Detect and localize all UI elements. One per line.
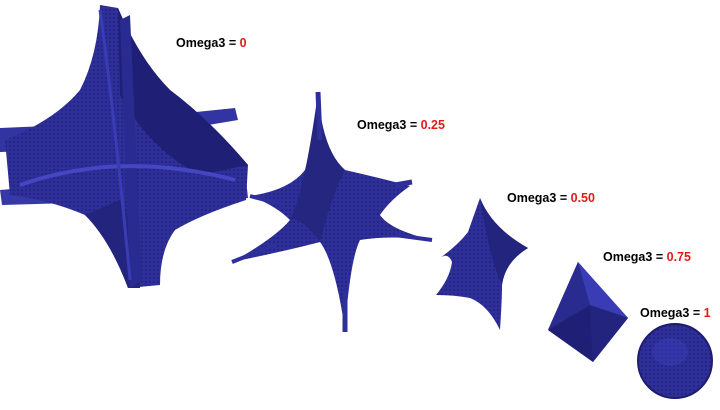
label-equals: =	[692, 306, 701, 320]
label-value: 0	[239, 36, 247, 50]
label-equals: =	[655, 250, 664, 264]
label-value: 0.25	[420, 118, 445, 132]
shape-omega3-1	[637, 323, 713, 399]
label-omega3-0.50: Omega3 = 0.50	[507, 191, 595, 205]
shape-omega3-0.75	[548, 262, 628, 362]
label-value: 1	[703, 306, 711, 320]
label-name: Omega3	[603, 250, 653, 264]
shape-omega3-0.25	[231, 91, 433, 332]
label-omega3-1: Omega3 = 1	[640, 306, 711, 320]
shape-omega3-0.50	[436, 198, 528, 330]
label-equals: =	[409, 118, 418, 132]
label-omega3-0.75: Omega3 = 0.75	[603, 250, 691, 264]
label-omega3-0: Omega3 = 0	[176, 36, 247, 50]
label-value: 0.75	[666, 250, 691, 264]
label-omega3-0.25: Omega3 = 0.25	[357, 118, 445, 132]
label-equals: =	[228, 36, 237, 50]
label-name: Omega3	[176, 36, 226, 50]
label-name: Omega3	[640, 306, 690, 320]
label-name: Omega3	[507, 191, 557, 205]
label-value: 0.50	[570, 191, 595, 205]
shape-omega3-0	[0, 5, 248, 288]
label-name: Omega3	[357, 118, 407, 132]
label-equals: =	[559, 191, 568, 205]
